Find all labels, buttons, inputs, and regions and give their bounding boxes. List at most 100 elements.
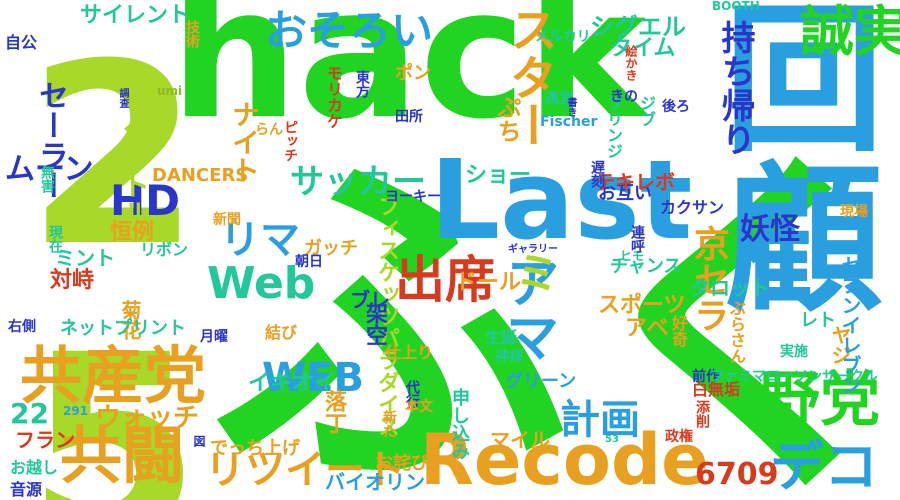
cloud-word: 月曜 bbox=[200, 329, 228, 345]
cloud-word: テキレボ bbox=[595, 170, 675, 194]
cloud-word: WEB bbox=[262, 355, 364, 401]
cloud-word: 政権 bbox=[665, 429, 693, 445]
cloud-word: ポン bbox=[395, 63, 431, 84]
cloud-word: 現場 bbox=[840, 204, 868, 220]
cloud-word: フィスケッツパラダイス bbox=[374, 195, 399, 437]
cloud-word: ギャラリー bbox=[508, 244, 558, 255]
cloud-word: イキオイ bbox=[248, 371, 337, 396]
cloud-word: セーラー bbox=[33, 80, 68, 200]
cloud-word: 291 bbox=[63, 404, 89, 418]
cloud-word: 後ろ bbox=[662, 99, 690, 115]
cloud-word: モリカケ bbox=[324, 65, 343, 129]
cloud-word: 添削 bbox=[694, 400, 710, 428]
cloud-word: タートル bbox=[118, 115, 151, 227]
cloud-word: 生誕 bbox=[485, 328, 518, 347]
cloud-word: 東方 bbox=[354, 70, 370, 98]
cloud-word: 6709 bbox=[695, 457, 779, 492]
cloud-word: 図 bbox=[192, 435, 206, 447]
cloud-word: フリンジ bbox=[604, 95, 623, 159]
cloud-word: 架空 bbox=[362, 302, 387, 346]
cloud-word: ショー bbox=[465, 163, 532, 188]
cloud-word: ドール bbox=[455, 270, 522, 295]
cloud-word: アマ bbox=[496, 255, 559, 363]
cloud-word: リツイート bbox=[205, 447, 405, 493]
cloud-word: ふく bbox=[210, 120, 900, 500]
cloud-word: ヨーキー bbox=[385, 189, 441, 205]
cloud-word: ムーン bbox=[5, 152, 94, 187]
cloud-word: 共産党 bbox=[20, 339, 207, 412]
cloud-word: 技術 bbox=[184, 20, 200, 48]
cloud-word: ピッチ bbox=[282, 120, 298, 162]
cloud-word: 現在 bbox=[47, 225, 63, 253]
cloud-word: サッカー bbox=[290, 162, 426, 202]
cloud-word: 持ち帰り bbox=[715, 20, 755, 156]
cloud-word: 連呼 bbox=[629, 225, 645, 253]
cloud-word: 恒例 bbox=[110, 220, 155, 245]
cloud-word: 音源 bbox=[10, 480, 43, 499]
cloud-word: 神様 bbox=[495, 349, 523, 365]
cloud-word: 調査 bbox=[117, 88, 128, 108]
cloud-word: グリーン bbox=[505, 371, 577, 392]
cloud-word: デコ bbox=[770, 435, 878, 498]
cloud-word: ぷち bbox=[493, 95, 521, 143]
cloud-word: フラン bbox=[15, 428, 75, 452]
cloud-word: きの bbox=[610, 89, 638, 105]
cloud-word: Recode bbox=[420, 419, 709, 500]
cloud-word: 代行 bbox=[404, 380, 420, 408]
cloud-word: umi bbox=[157, 84, 183, 98]
cloud-word: 新聞 bbox=[213, 212, 241, 228]
cloud-word: らん bbox=[255, 122, 283, 138]
cloud-word: ヒモ bbox=[620, 249, 645, 263]
cloud-word: サイレント bbox=[80, 3, 191, 28]
cloud-word: カクサン bbox=[660, 198, 725, 217]
cloud-word: バイオリン bbox=[325, 470, 425, 494]
cloud-word: お越し bbox=[10, 458, 59, 477]
cloud-word: セブンイレブン bbox=[838, 255, 862, 395]
cloud-word: 53 bbox=[605, 434, 619, 445]
cloud-word: ウォッチ bbox=[95, 403, 200, 433]
cloud-word: Fischer bbox=[540, 114, 598, 130]
cloud-word: ヤジ bbox=[828, 325, 852, 365]
cloud-word: おそろい bbox=[265, 6, 434, 55]
cloud-word: 25 bbox=[0, 10, 259, 500]
cloud-word: ブレ bbox=[350, 288, 390, 312]
cloud-word: 出席 bbox=[395, 251, 495, 309]
cloud-word: タロット bbox=[690, 276, 770, 300]
cloud-word: 本文 bbox=[405, 399, 433, 415]
cloud-word: リボン bbox=[140, 240, 189, 259]
cloud-word: 共闘 bbox=[60, 419, 185, 492]
cloud-word: HD bbox=[110, 176, 181, 225]
cloud-word: スター bbox=[501, 5, 557, 149]
cloud-word: 自公 bbox=[5, 33, 38, 52]
cloud-word: 絵かき bbox=[624, 45, 638, 81]
cloud-word: マイル bbox=[490, 428, 550, 452]
cloud-word: ぶらさん bbox=[727, 300, 746, 364]
cloud-word: シグエル bbox=[590, 13, 686, 41]
cloud-word: 回顧 bbox=[697, 0, 884, 315]
cloud-word: 京セラ bbox=[688, 225, 729, 333]
cloud-word: 右側 bbox=[8, 319, 36, 335]
cloud-word: レト bbox=[800, 310, 836, 331]
cloud-word: 誠実 bbox=[800, 0, 900, 63]
cloud-word: アベ bbox=[625, 316, 669, 341]
cloud-word: 計画 bbox=[560, 397, 640, 443]
cloud-word: 妖怪 bbox=[740, 212, 800, 247]
cloud-word: お詫び bbox=[375, 453, 429, 474]
cloud-word: ジブ bbox=[637, 95, 656, 127]
cloud-word: ネットプリント bbox=[60, 318, 186, 339]
cloud-word: ガッチ bbox=[304, 238, 358, 259]
cloud-word: 実施 bbox=[780, 344, 808, 360]
cloud-word: お互い bbox=[598, 183, 652, 204]
cloud-word: ミント bbox=[55, 246, 115, 270]
cloud-word: 無害 bbox=[39, 165, 55, 193]
cloud-word: 好奇 bbox=[669, 315, 688, 347]
cloud-word: 申し込み bbox=[449, 388, 470, 460]
cloud-word: スポーツ bbox=[598, 293, 686, 318]
cloud-word: チャンス bbox=[610, 256, 682, 277]
cloud-word: 書き bbox=[565, 97, 576, 117]
cloud-word: ナイト bbox=[228, 100, 261, 184]
cloud-word: 白無垢 bbox=[692, 380, 741, 399]
cloud-word: 新た bbox=[381, 410, 397, 438]
cloud-word: 朝日 bbox=[295, 254, 323, 270]
